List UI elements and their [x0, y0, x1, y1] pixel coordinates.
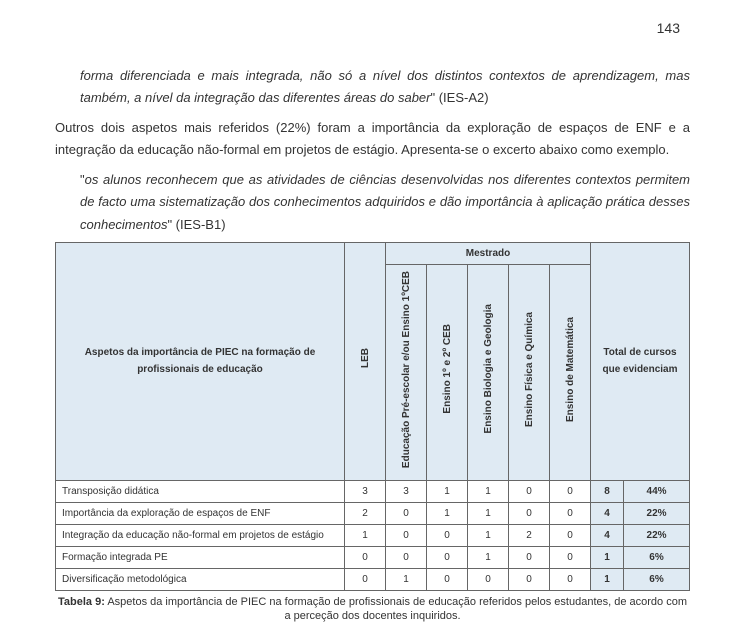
cell: 0	[427, 568, 468, 590]
cell-total: 4	[591, 524, 624, 546]
cell: 1	[468, 502, 509, 524]
aspects-table: Aspetos da importância de PIEC na formaç…	[55, 242, 690, 591]
row-label: Importância da exploração de espaços de …	[56, 502, 345, 524]
col-header-m2-label: Ensino 1º e 2º CEB	[442, 320, 453, 418]
cell: 3	[386, 480, 427, 502]
cell: 0	[427, 546, 468, 568]
cell-pct: 22%	[624, 524, 690, 546]
cell: 0	[550, 524, 591, 546]
body-text: forma diferenciada e mais integrada, não…	[55, 65, 690, 623]
col-header-total: Total de cursos que evidenciam	[591, 242, 690, 480]
cell: 0	[386, 502, 427, 524]
cell: 1	[386, 568, 427, 590]
table-body: Transposição didática 3 3 1 1 0 0 8 44% …	[56, 480, 690, 590]
page-number: 143	[657, 20, 680, 36]
table-row: Diversificação metodológica 0 1 0 0 0 0 …	[56, 568, 690, 590]
row-label: Formação integrada PE	[56, 546, 345, 568]
cell: 1	[427, 502, 468, 524]
col-header-leb-label: LEB	[360, 344, 371, 372]
cell: 0	[345, 546, 386, 568]
cell-pct: 44%	[624, 480, 690, 502]
cell: 1	[468, 524, 509, 546]
paragraph-between: Outros dois aspetos mais referidos (22%)…	[55, 117, 690, 161]
cell-pct: 22%	[624, 502, 690, 524]
row-label: Integração da educação não-formal em pro…	[56, 524, 345, 546]
table-row: Transposição didática 3 3 1 1 0 0 8 44%	[56, 480, 690, 502]
col-header-leb: LEB	[345, 242, 386, 480]
cell-total: 1	[591, 568, 624, 590]
row-label: Diversificação metodológica	[56, 568, 345, 590]
table-row: Integração da educação não-formal em pro…	[56, 524, 690, 546]
table-row: Formação integrada PE 0 0 0 1 0 0 1 6%	[56, 546, 690, 568]
cell-pct: 6%	[624, 568, 690, 590]
cell: 0	[509, 480, 550, 502]
cell: 2	[509, 524, 550, 546]
col-header-m4-label: Ensino Física e Química	[524, 308, 535, 431]
cell: 0	[386, 546, 427, 568]
cell: 0	[550, 480, 591, 502]
col-header-m3: Ensino Biologia e Geologia	[468, 264, 509, 480]
cell: 3	[345, 480, 386, 502]
quote-1: forma diferenciada e mais integrada, não…	[80, 65, 690, 109]
cell-total: 8	[591, 480, 624, 502]
col-header-m5-label: Ensino de Matemática	[565, 313, 576, 426]
cell: 0	[509, 568, 550, 590]
cell: 1	[468, 480, 509, 502]
cell: 0	[386, 524, 427, 546]
quote-1-text: forma diferenciada e mais integrada, não…	[80, 68, 690, 105]
cell: 1	[345, 524, 386, 546]
cell: 0	[550, 546, 591, 568]
page: 143 forma diferenciada e mais integrada,…	[0, 0, 745, 600]
caption-label: Tabela 9:	[58, 596, 105, 608]
cell-total: 4	[591, 502, 624, 524]
cell: 0	[509, 502, 550, 524]
cell: 1	[468, 546, 509, 568]
col-header-mestrado: Mestrado	[386, 242, 591, 264]
col-header-m1-label: Educação Pré-escolar e/ou Ensino 1ºCEB	[401, 267, 412, 472]
cell: 0	[468, 568, 509, 590]
cell-total: 1	[591, 546, 624, 568]
cell: 0	[345, 568, 386, 590]
col-header-m5: Ensino de Matemática	[550, 264, 591, 480]
quote-1-ref: " (IES-A2)	[431, 90, 489, 105]
col-header-m3-label: Ensino Biologia e Geologia	[483, 300, 494, 437]
cell: 2	[345, 502, 386, 524]
table-caption: Tabela 9: Aspetos da importância de PIEC…	[55, 595, 690, 623]
col-header-m4: Ensino Física e Química	[509, 264, 550, 480]
col-header-m1: Educação Pré-escolar e/ou Ensino 1ºCEB	[386, 264, 427, 480]
quote-2: "os alunos reconhecem que as atividades …	[80, 169, 690, 235]
table-row: Importância da exploração de espaços de …	[56, 502, 690, 524]
cell: 0	[550, 502, 591, 524]
cell: 0	[550, 568, 591, 590]
col-header-m2: Ensino 1º e 2º CEB	[427, 264, 468, 480]
quote-2-ref: " (IES-B1)	[167, 217, 225, 232]
cell: 1	[427, 480, 468, 502]
cell: 0	[427, 524, 468, 546]
row-label: Transposição didática	[56, 480, 345, 502]
cell: 0	[509, 546, 550, 568]
col-header-aspetos: Aspetos da importância de PIEC na formaç…	[56, 242, 345, 480]
cell-pct: 6%	[624, 546, 690, 568]
